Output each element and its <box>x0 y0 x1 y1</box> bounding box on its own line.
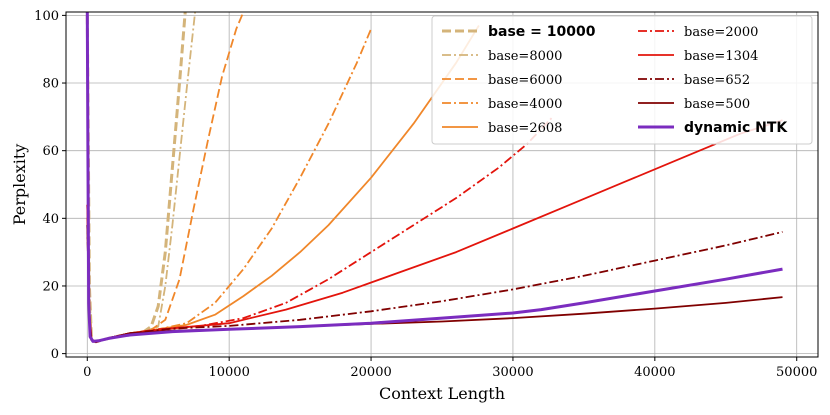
legend-label-10: dynamic NTK <box>684 120 788 136</box>
series-line-3 <box>86 12 245 344</box>
y-axis-label: Perplexity <box>10 144 29 226</box>
x-axis-label: Context Length <box>379 384 505 403</box>
x-tick-label: 0 <box>83 365 91 380</box>
legend-label-4: base=4000 <box>488 97 562 112</box>
legend-label-2: base=8000 <box>488 49 562 64</box>
legend-label-6: base=2000 <box>684 25 758 40</box>
x-tick-label: 20000 <box>350 365 391 380</box>
x-tick-label: 40000 <box>634 365 675 380</box>
legend-label-1: base = 10000 <box>488 24 596 40</box>
legend-label-9: base=500 <box>684 97 750 112</box>
legend-label-3: base=6000 <box>488 73 562 88</box>
series-line-2 <box>86 12 196 343</box>
y-tick-label: 0 <box>51 347 59 362</box>
y-tick-label: 100 <box>34 9 59 24</box>
y-tick-label: 40 <box>42 212 59 227</box>
legend-label-8: base=652 <box>684 73 750 88</box>
legend-box <box>431 15 813 145</box>
plot-frame <box>65 11 819 358</box>
series-line-1 <box>85 12 187 344</box>
x-tick-label: 30000 <box>492 365 533 380</box>
series-line-8 <box>86 225 783 344</box>
series-line-7 <box>86 119 783 344</box>
x-tick-label: 50000 <box>776 365 817 380</box>
series-layer <box>85 12 783 344</box>
legend: base = 10000 base=8000 base=6000 base=4000 b… <box>431 15 813 145</box>
legend-label-7: base=1304 <box>684 49 758 64</box>
axis-ticks: 0 10000 20000 30000 40000 50000 0 20 40 60 80 100 <box>34 9 817 380</box>
y-tick-label: 60 <box>42 144 59 159</box>
y-tick-label: 20 <box>42 279 59 294</box>
y-tick-label: 80 <box>42 77 59 92</box>
legend-label-5: base=2608 <box>488 121 562 136</box>
series-line-9 <box>86 225 783 344</box>
x-tick-label: 10000 <box>208 365 249 380</box>
series-line-5 <box>86 25 480 344</box>
series-line-10 <box>85 12 783 343</box>
